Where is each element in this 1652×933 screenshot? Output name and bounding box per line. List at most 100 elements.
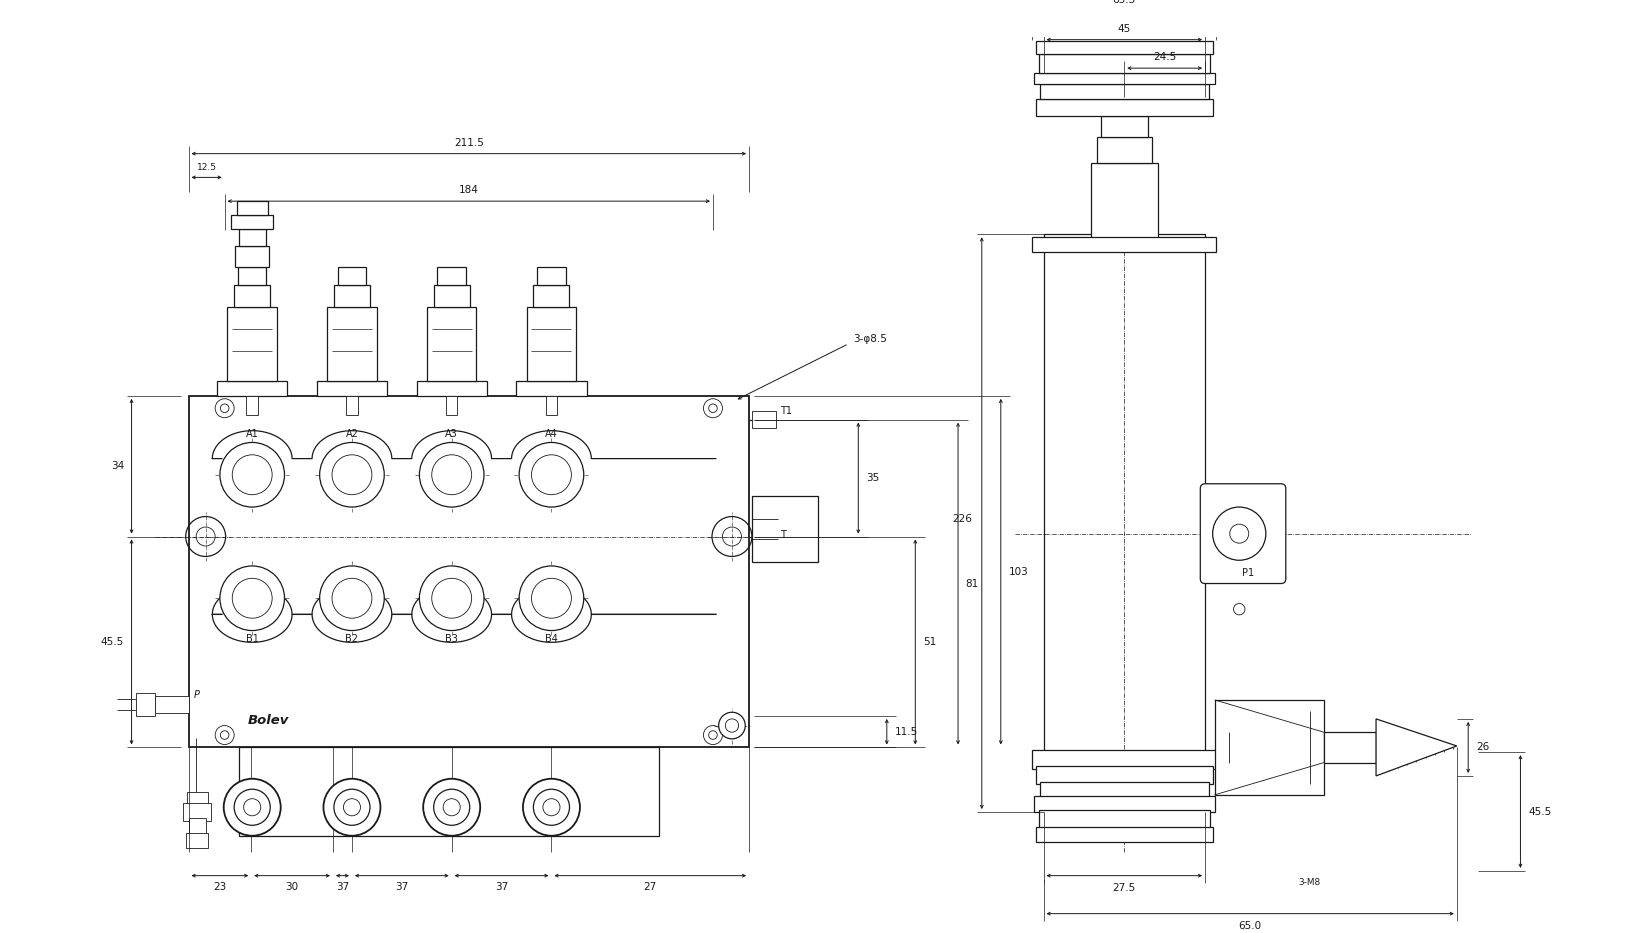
Circle shape (233, 454, 273, 494)
Bar (317, 381, 387, 396)
Bar (527, 307, 577, 381)
Bar (246, 396, 258, 415)
Text: 65.0: 65.0 (1239, 921, 1262, 931)
Bar (228, 307, 278, 381)
Circle shape (344, 799, 360, 815)
Circle shape (420, 566, 484, 631)
Bar (1032, 750, 1216, 769)
Bar (545, 396, 557, 415)
Circle shape (1229, 524, 1249, 543)
Circle shape (319, 566, 385, 631)
Bar (1036, 828, 1213, 842)
Circle shape (719, 712, 745, 739)
Circle shape (519, 442, 583, 507)
Circle shape (519, 566, 583, 631)
Bar (188, 396, 748, 747)
Text: A4: A4 (545, 428, 558, 439)
Bar (1034, 73, 1214, 84)
Circle shape (524, 779, 580, 836)
Circle shape (223, 779, 281, 836)
Bar (337, 267, 367, 285)
Text: 26: 26 (1475, 743, 1488, 752)
Bar (752, 528, 776, 545)
Text: 35: 35 (866, 473, 879, 483)
Circle shape (725, 719, 738, 732)
Circle shape (332, 454, 372, 494)
Text: T1: T1 (780, 406, 793, 416)
Circle shape (443, 799, 461, 815)
Text: 103: 103 (1008, 566, 1028, 577)
Bar (231, 216, 273, 229)
Circle shape (220, 442, 284, 507)
Text: P: P (193, 689, 200, 700)
Text: 30: 30 (286, 883, 299, 892)
Circle shape (233, 578, 273, 619)
Bar (235, 245, 269, 267)
Bar (235, 285, 271, 307)
Circle shape (1234, 604, 1246, 615)
Bar (240, 747, 659, 836)
Text: 63.5: 63.5 (1113, 0, 1137, 6)
Text: A2: A2 (345, 428, 358, 439)
Bar (1036, 99, 1213, 116)
Circle shape (324, 779, 380, 836)
Bar (1036, 41, 1213, 54)
Text: B3: B3 (446, 634, 458, 645)
Circle shape (532, 454, 572, 494)
Bar (1039, 782, 1209, 798)
Bar (433, 285, 469, 307)
Bar (347, 396, 357, 415)
Bar (1036, 766, 1213, 784)
Circle shape (220, 731, 230, 739)
Text: 27: 27 (644, 883, 657, 892)
Bar (1214, 700, 1323, 795)
Text: 81: 81 (966, 578, 980, 589)
Bar (238, 229, 266, 245)
Text: P1: P1 (1242, 568, 1254, 578)
Polygon shape (1376, 719, 1457, 776)
Text: 37: 37 (395, 883, 408, 892)
Bar (238, 267, 266, 285)
Circle shape (532, 578, 572, 619)
Bar (334, 285, 370, 307)
Circle shape (334, 789, 370, 826)
Bar (534, 285, 570, 307)
Bar (752, 411, 776, 428)
Circle shape (220, 404, 230, 412)
Text: 34: 34 (111, 461, 124, 471)
Text: 27.5: 27.5 (1113, 884, 1137, 893)
Text: 211.5: 211.5 (454, 138, 484, 148)
Text: 24.5: 24.5 (1153, 52, 1176, 63)
Circle shape (332, 578, 372, 619)
Bar (187, 792, 208, 806)
Text: B1: B1 (246, 634, 259, 645)
Text: 23: 23 (213, 883, 226, 892)
Bar (216, 381, 287, 396)
Bar (185, 833, 208, 848)
Text: 226: 226 (953, 514, 973, 524)
Text: Bolev: Bolev (248, 715, 289, 728)
Circle shape (423, 779, 481, 836)
Bar (517, 381, 586, 396)
Text: 51: 51 (923, 637, 937, 647)
Text: A1: A1 (246, 428, 259, 439)
Text: B2: B2 (345, 634, 358, 645)
Text: B4: B4 (545, 634, 558, 645)
Circle shape (544, 799, 560, 815)
Circle shape (709, 404, 717, 412)
Text: 3-φ8.5: 3-φ8.5 (854, 334, 887, 343)
Bar (537, 267, 565, 285)
Bar (1034, 796, 1214, 812)
Text: A3: A3 (446, 428, 458, 439)
Bar (327, 307, 377, 381)
FancyBboxPatch shape (1201, 484, 1285, 583)
Circle shape (431, 454, 472, 494)
Bar (155, 696, 188, 713)
Circle shape (433, 789, 469, 826)
Text: 12.5: 12.5 (197, 162, 216, 172)
Bar (446, 396, 458, 415)
Text: 184: 184 (459, 186, 479, 195)
Text: T: T (780, 530, 786, 539)
Bar (183, 803, 211, 820)
Bar (1044, 234, 1204, 752)
